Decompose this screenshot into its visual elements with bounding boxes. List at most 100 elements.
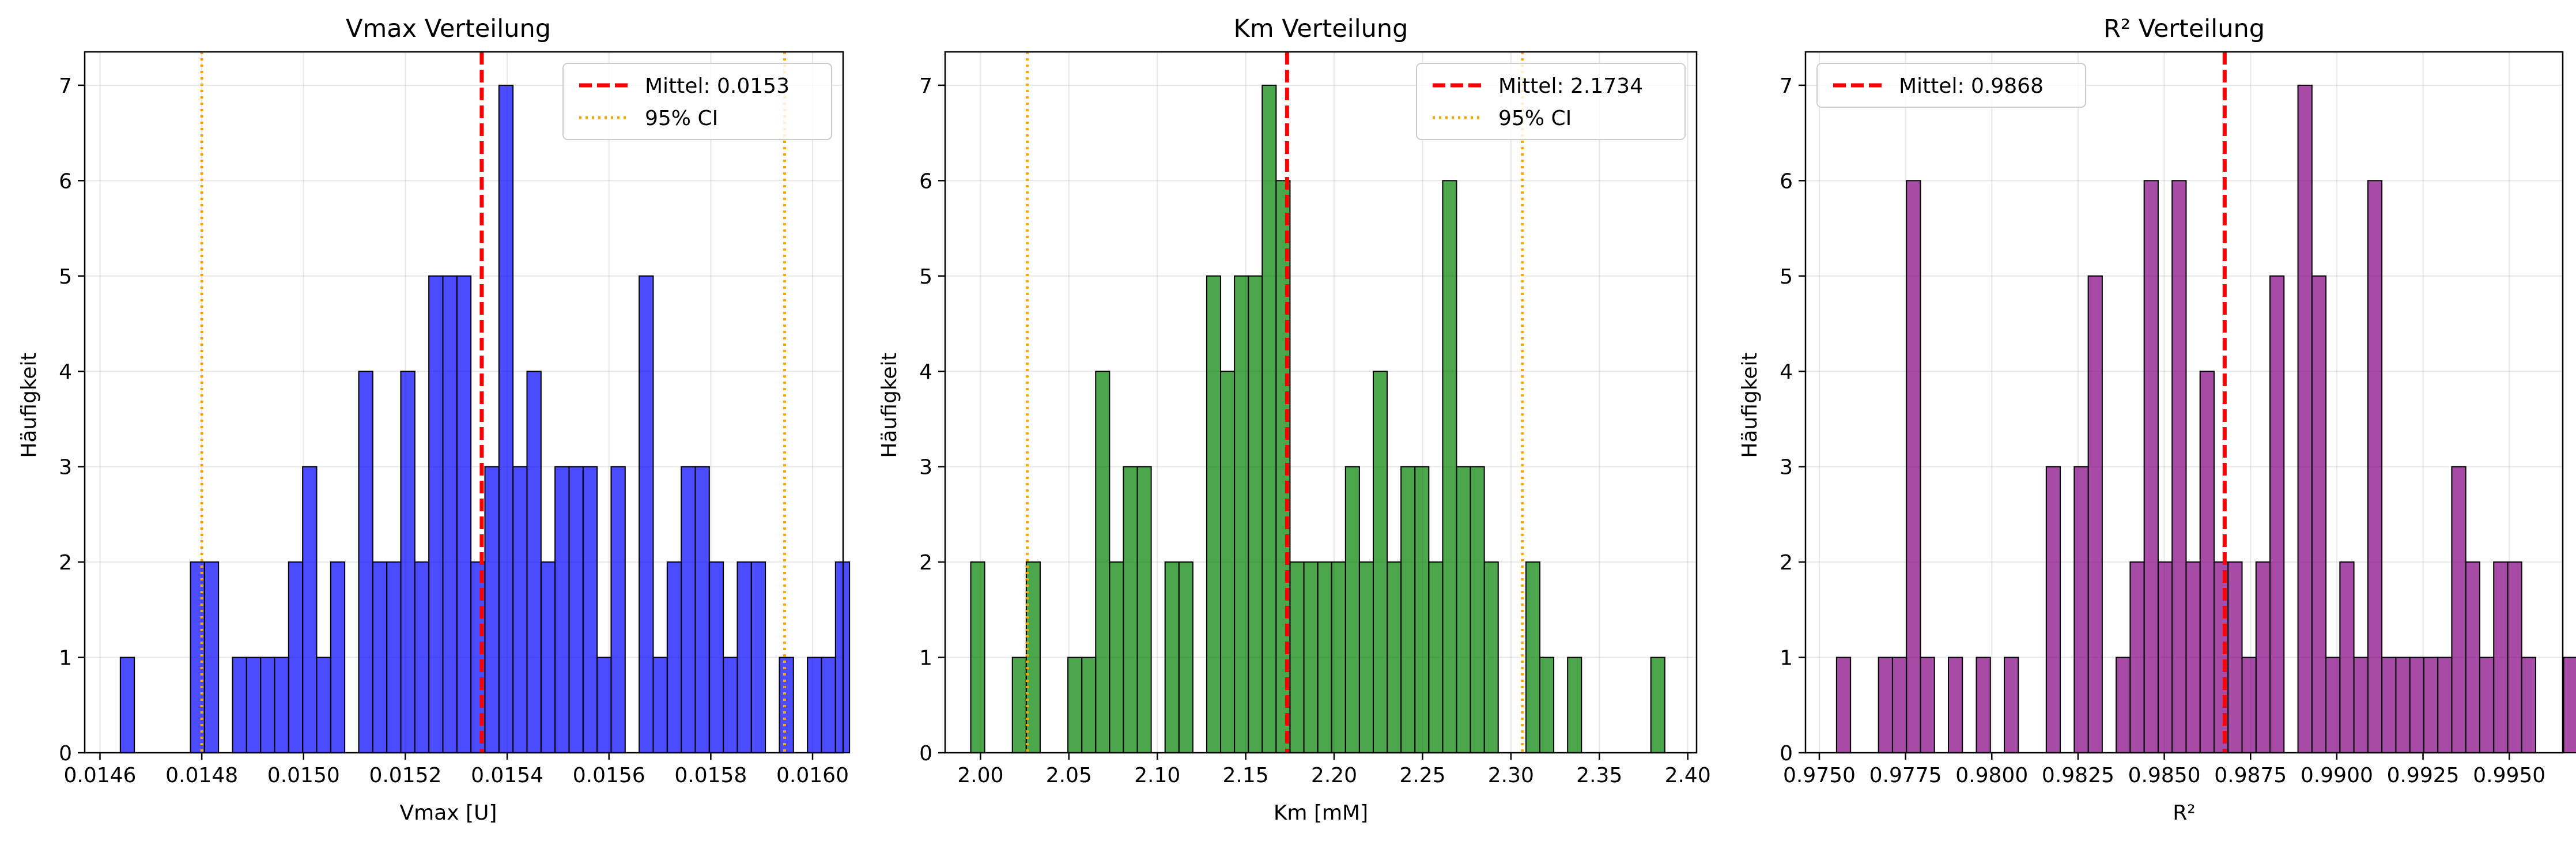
y-tick-label: 4 [1780,360,1793,384]
axes-frame [84,51,844,754]
histogram-bar [414,561,430,754]
histogram-bar [2255,561,2271,754]
histogram-bar [1483,561,1499,754]
x-tick-label: 0.0156 [573,764,645,787]
histogram-bar [1331,561,1346,754]
y-tick-label: 3 [59,456,72,480]
histogram-bar [596,657,612,754]
x-axis-label: Vmax [U] [400,801,497,825]
histogram-bar [2241,657,2257,754]
histogram-bar [274,657,289,754]
histogram-bar [1428,561,1444,754]
y-tick-label: 7 [1780,74,1793,98]
x-tick-label: 0.0152 [369,764,441,787]
histogram-bar [456,275,472,753]
legend: Mittel: 0.9868 [1816,63,2086,108]
x-tick-label: 2.35 [1576,764,1622,787]
histogram-bar [2116,657,2131,754]
histogram-bar [2157,561,2173,754]
histogram-bar [2227,561,2243,754]
histogram-bar [2073,466,2089,753]
histogram-bar [1206,275,1222,753]
y-tick-label: 2 [919,551,932,575]
histogram-bar [1123,466,1138,753]
y-axis-label: Häufigkeit [17,352,41,458]
y-tick-label: 4 [59,360,72,384]
panel-km: Km Verteilung Km [mM] Häufigkeit 2.00 2.0… [878,14,1711,825]
y-tick-label: 1 [1780,647,1793,670]
panel-title: Vmax Verteilung [346,14,551,43]
y-axis-label: Häufigkeit [1738,352,1762,458]
x-tick-label: 2.25 [1399,764,1445,787]
histogram-bar [2409,657,2424,754]
histogram-bar [1344,466,1360,753]
y-tick-label: 3 [919,456,932,480]
y-tick-label: 3 [1780,456,1793,480]
histogram-bar [554,466,570,753]
x-tick-label: 0.0160 [776,764,849,787]
histogram-bar [1303,561,1319,754]
x-tick-label: 0.9950 [2473,764,2545,787]
histogram-bar [358,371,373,753]
histogram-bar [442,275,458,753]
histogram-bar [807,657,822,754]
histogram-bar [1372,371,1388,753]
histogram-bar [1539,657,1555,754]
histogram-bar [1234,275,1249,753]
histogram-bar [2185,561,2201,754]
plot-area: 0.0146 0.0148 0.0150 0.0152 0.0154 0.0156 0.01… [59,51,851,787]
histogram-bar [1920,657,1935,754]
histogram-bar [1011,657,1027,754]
legend: Mittel: 2.1734 95% CI [1416,63,1686,140]
x-tick-label: 0.9875 [2214,764,2287,787]
histogram-bar [694,466,710,753]
y-tick-label: 1 [919,647,932,670]
panel-title: R² Verteilung [2103,14,2265,43]
x-tick-label: 2.00 [957,764,1003,787]
histogram-bar [1317,561,1332,754]
histogram-bar [1525,561,1541,754]
x-tick-label: 0.0148 [165,764,238,787]
histogram-bar [970,561,985,754]
histogram-bar [1878,657,1893,754]
histogram-bar [2325,657,2341,754]
histogram-bar [2451,466,2467,753]
histogram-bar [2353,657,2369,754]
histogram-bar [1567,657,1582,754]
y-tick-label: 5 [59,265,72,289]
histogram-bar [2339,561,2355,754]
y-tick-label: 2 [59,551,72,575]
axes-frame [1804,51,2564,754]
y-tick-label: 5 [919,265,932,289]
histogram-bar [428,275,444,753]
histogram-bar [386,561,402,754]
x-tick-label: 0.9750 [1783,764,1856,787]
x-tick-label: 0.9800 [1955,764,2028,787]
histogram-bar [1976,657,1991,754]
histogram-bar [260,657,275,754]
histogram-bar [119,657,135,754]
histogram-bar [2311,275,2327,753]
x-tick-label: 0.0150 [267,764,340,787]
histogram-bar [2129,561,2145,754]
histogram-bar [2297,84,2313,753]
y-tick-label: 0 [59,742,72,765]
histogram-bar [302,466,318,753]
histogram-bar [1081,657,1097,754]
legend-box [562,63,832,140]
histogram-bar [400,371,416,753]
x-tick-label: 0.9775 [1869,764,1942,787]
x-tick-label: 0.9850 [2128,764,2201,787]
histogram-bar [526,371,542,753]
histogram-bar [330,561,346,754]
histogram-bar [2563,657,2576,754]
histogram-bar [1109,561,1124,754]
histogram-bar [2493,561,2509,754]
histogram-bar [2367,180,2383,753]
y-tick-label: 0 [919,742,932,765]
histogram-bar [1067,657,1083,754]
y-tick-label: 4 [919,360,932,384]
legend-label: Mittel: 0.9868 [1899,74,2044,98]
y-tick-label: 6 [59,169,72,193]
